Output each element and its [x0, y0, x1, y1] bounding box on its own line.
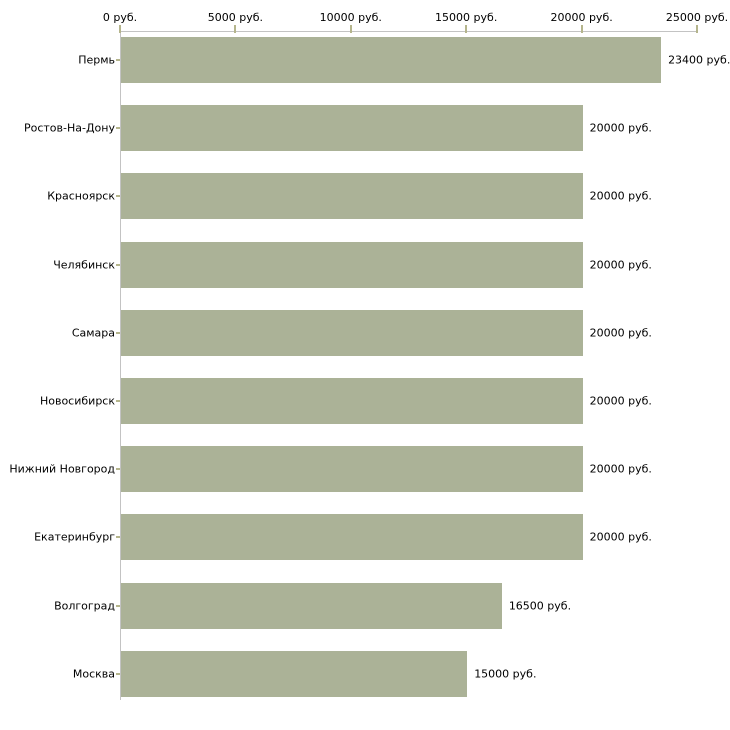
y-axis-tick-mark [116, 59, 120, 61]
category-label: Нижний Новгород [9, 462, 115, 476]
category-label: Челябинск [53, 258, 115, 272]
bar-value-label: 20000 руб. [589, 326, 652, 340]
y-axis-tick-mark [116, 400, 120, 402]
bar [121, 514, 583, 561]
y-axis-tick-mark [116, 468, 120, 471]
bar [121, 378, 583, 424]
bar-value-label: 20000 руб. [589, 462, 652, 476]
bar-value-label: 20000 руб. [589, 189, 652, 203]
x-axis-tick-label: 0 руб. [102, 11, 138, 24]
y-axis-tick-mark [116, 536, 120, 539]
x-axis-tick-mark [349, 25, 352, 33]
x-axis-tick-label: 25000 руб. [665, 11, 729, 24]
bar-value-label: 20000 руб. [589, 530, 652, 544]
x-axis-tick-label: 10000 руб. [319, 11, 382, 24]
x-axis-line [120, 31, 697, 32]
category-label: Волгоград [54, 599, 115, 613]
x-axis-tick-mark [234, 25, 237, 33]
bar [121, 309, 583, 356]
y-axis-tick-mark [116, 604, 120, 607]
category-label: Самара [71, 326, 115, 340]
category-label: Екатеринбург [34, 530, 115, 544]
y-axis-tick-mark [116, 195, 120, 198]
x-axis-tick-mark [119, 25, 121, 33]
bar-value-label: 20000 руб. [589, 121, 652, 135]
y-axis-tick-mark [116, 672, 120, 675]
bar-value-label: 23400 руб. [668, 53, 730, 67]
bar-value-label: 15000 руб. [474, 667, 537, 681]
x-axis-tick-mark [465, 25, 468, 33]
bar [121, 241, 583, 288]
category-label: Ростов-На-Дону [23, 121, 115, 135]
x-axis-tick-label: 15000 руб. [435, 11, 498, 24]
x-axis-tick-label: 5000 руб. [207, 11, 264, 24]
y-axis-tick-mark [116, 263, 120, 266]
x-axis-tick-mark [696, 25, 698, 33]
bar [121, 105, 583, 152]
bar [121, 650, 468, 697]
x-axis-tick-mark [580, 25, 583, 33]
x-axis-tick-label: 20000 руб. [550, 11, 613, 24]
category-label: Красноярск [47, 189, 115, 203]
bar [121, 37, 662, 83]
category-label: Новосибирск [39, 394, 115, 408]
bar-value-label: 20000 руб. [589, 258, 652, 272]
y-axis-line [120, 31, 121, 700]
category-label: Москва [72, 667, 115, 681]
y-axis-tick-mark [116, 127, 120, 130]
bar-value-label: 16500 руб. [508, 599, 572, 613]
bar-value-label: 20000 руб. [589, 394, 652, 408]
y-axis-tick-mark [116, 331, 120, 334]
bar [121, 173, 583, 220]
bar [121, 582, 502, 629]
category-label: Пермь [78, 53, 115, 67]
bar [121, 446, 583, 493]
